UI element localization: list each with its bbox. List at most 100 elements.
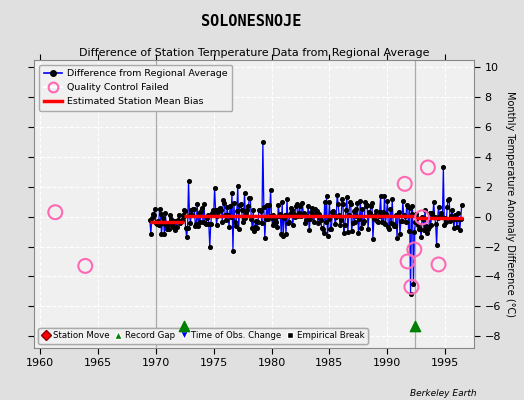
Point	[416, 226, 424, 233]
Title: Difference of Station Temperature Data from Regional Average: Difference of Station Temperature Data f…	[79, 48, 429, 58]
Point	[181, 225, 190, 231]
Point	[193, 201, 201, 208]
Point	[421, 207, 429, 213]
Point	[345, 212, 353, 218]
Point	[283, 196, 291, 202]
Point	[192, 221, 201, 227]
Point	[434, 261, 443, 268]
Point	[173, 216, 182, 223]
Point	[392, 212, 400, 218]
Point	[235, 202, 244, 209]
Point	[363, 202, 372, 208]
Point	[369, 236, 377, 242]
Point	[280, 215, 288, 222]
Point	[190, 205, 199, 212]
Point	[174, 212, 183, 218]
Point	[173, 224, 181, 230]
Point	[342, 207, 350, 213]
Point	[184, 178, 193, 184]
Point	[304, 203, 312, 209]
Point	[348, 220, 357, 226]
Point	[427, 221, 435, 228]
Point	[170, 218, 178, 224]
Point	[297, 210, 305, 217]
Point	[403, 258, 412, 265]
Point	[326, 226, 335, 232]
Point	[343, 194, 351, 200]
Point	[430, 198, 438, 205]
Point	[375, 213, 383, 219]
Point	[344, 229, 352, 235]
Point	[398, 218, 406, 224]
Point	[327, 226, 335, 232]
Point	[169, 224, 177, 230]
Point	[166, 212, 174, 218]
Point	[284, 220, 292, 226]
Point	[205, 244, 214, 250]
Point	[322, 192, 331, 199]
Point	[264, 216, 272, 222]
Point	[401, 218, 410, 225]
Point	[266, 186, 275, 193]
Point	[338, 196, 346, 202]
Point	[268, 222, 277, 228]
Point	[230, 200, 238, 206]
Point	[163, 226, 171, 232]
Point	[162, 222, 170, 228]
Point	[206, 221, 215, 228]
Point	[340, 230, 348, 236]
Point	[383, 198, 391, 204]
Point	[293, 212, 302, 219]
Point	[366, 210, 374, 216]
Point	[356, 198, 365, 204]
Point	[394, 211, 402, 217]
Point	[378, 209, 387, 215]
Point	[334, 201, 342, 207]
Point	[431, 214, 439, 220]
Point	[319, 226, 327, 232]
Point	[81, 263, 90, 269]
Point	[385, 226, 394, 232]
Point	[188, 212, 196, 218]
Point	[217, 207, 225, 213]
Point	[376, 208, 384, 215]
Point	[291, 203, 300, 209]
Point	[228, 190, 236, 196]
Point	[179, 212, 187, 219]
Legend: Station Move, Record Gap, Time of Obs. Change, Empirical Break: Station Move, Record Gap, Time of Obs. C…	[38, 328, 367, 344]
Point	[250, 228, 258, 234]
Point	[225, 224, 233, 230]
Point	[351, 218, 359, 225]
Point	[186, 220, 194, 226]
Point	[161, 210, 170, 216]
Point	[365, 209, 373, 216]
Point	[411, 322, 420, 329]
Point	[374, 219, 382, 225]
Point	[397, 218, 405, 224]
Point	[420, 227, 428, 233]
Point	[433, 214, 442, 221]
Point	[212, 222, 221, 228]
Point	[290, 214, 299, 220]
Point	[346, 201, 355, 207]
Point	[202, 221, 210, 227]
Point	[248, 225, 256, 231]
Point	[223, 204, 231, 211]
Y-axis label: Monthly Temperature Anomaly Difference (°C): Monthly Temperature Anomaly Difference (…	[505, 91, 515, 317]
Point	[171, 227, 179, 233]
Point	[386, 206, 395, 212]
Point	[455, 216, 463, 222]
Point	[146, 217, 154, 223]
Point	[292, 200, 301, 207]
Point	[435, 214, 444, 220]
Point	[376, 193, 385, 200]
Point	[323, 232, 332, 239]
Point	[220, 200, 228, 206]
Point	[395, 209, 403, 215]
Point	[452, 216, 460, 222]
Point	[260, 235, 269, 241]
Point	[410, 229, 419, 235]
Point	[199, 219, 207, 226]
Point	[214, 209, 223, 215]
Point	[449, 216, 457, 222]
